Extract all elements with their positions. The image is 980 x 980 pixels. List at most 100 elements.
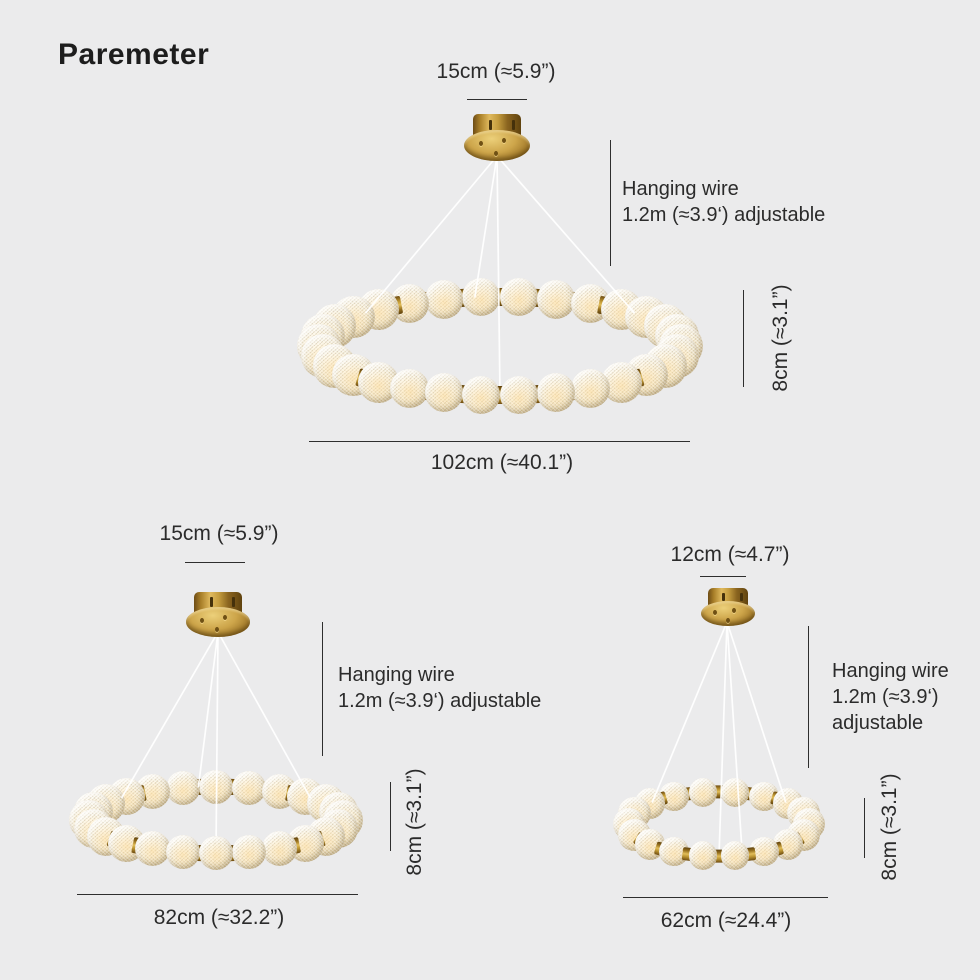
- canopy-width-tick-line: [700, 576, 746, 577]
- canopy-disc: [186, 607, 250, 637]
- gold-spacer: [417, 380, 435, 401]
- canopy: [464, 114, 530, 161]
- gold-spacer: [79, 806, 101, 826]
- gold-spacer: [597, 296, 616, 317]
- gold-spacer: [316, 349, 340, 373]
- crystal-ball: [643, 304, 688, 348]
- canopy-band: [194, 592, 242, 616]
- crystal-ball: [332, 296, 375, 339]
- gold-spacer: [681, 846, 695, 862]
- gold-spacer: [331, 806, 353, 826]
- hanging-wire-line1: Hanging wire: [832, 660, 949, 682]
- canopy-screw: [494, 150, 499, 156]
- crystal-ball: [389, 283, 430, 324]
- gold-spacer: [106, 830, 125, 850]
- gold-spacer: [621, 821, 639, 838]
- crystal-ball: [287, 778, 325, 816]
- gold-spacer: [308, 330, 332, 352]
- crystal-ball: [618, 818, 651, 852]
- crystal-ball: [199, 836, 233, 870]
- hanging-wire-line2: 1.2m (≈3.9‘): [832, 686, 939, 708]
- gold-spacer: [668, 330, 692, 352]
- crystal-ball: [199, 770, 233, 804]
- gold-spacer: [529, 384, 546, 404]
- canopy-slot: [210, 597, 214, 608]
- crystal-ball: [749, 781, 779, 811]
- suspension-wire: [197, 631, 219, 788]
- gold-spacer: [331, 814, 353, 834]
- suspension-wire: [726, 621, 787, 803]
- gold-spacer: [323, 822, 344, 843]
- gold-spacer: [332, 359, 354, 382]
- canopy-band: [472, 114, 522, 139]
- gold-spacer: [799, 810, 817, 827]
- hanging-wire-label: Hanging wire 1.2m (≈3.9‘) adjustable: [832, 658, 949, 736]
- crystal-ball: [358, 289, 400, 331]
- gold-spacer: [668, 340, 692, 362]
- crystal-ball: [570, 368, 611, 409]
- gold-spacer: [769, 840, 784, 857]
- canopy-disc: [701, 600, 755, 626]
- gold-spacer: [355, 302, 376, 324]
- canopy-width-tick-line: [185, 562, 245, 563]
- crystal-ball: [787, 796, 820, 830]
- suspension-wire: [651, 621, 728, 803]
- crystal-ball: [462, 278, 501, 317]
- crystal-ball: [787, 818, 820, 852]
- crystal-ball: [306, 817, 346, 856]
- canopy: [701, 588, 755, 626]
- crystal-ball: [332, 353, 375, 396]
- gold-spacer: [225, 844, 240, 861]
- gold-spacer: [159, 780, 175, 799]
- crystal-ball: [107, 778, 145, 816]
- crystal-ball: [312, 304, 357, 348]
- gold-spacer: [632, 831, 650, 849]
- hanging-wire-label: Hanging wire 1.2m (≈3.9‘) adjustable: [622, 176, 825, 228]
- gold-spacer: [355, 368, 376, 390]
- gold-spacer: [799, 821, 817, 838]
- canopy-screw: [732, 607, 737, 613]
- gold-spacer: [79, 814, 101, 834]
- gold-spacer: [130, 784, 147, 804]
- gold-spacer: [225, 778, 240, 796]
- gold-spacer: [323, 797, 344, 818]
- suspension-wire: [718, 621, 728, 857]
- canopy-screw: [502, 138, 507, 144]
- canopy-screw: [215, 627, 220, 633]
- gold-spacer: [621, 810, 639, 827]
- gold-spacer: [384, 375, 403, 396]
- crystal-ball: [86, 784, 126, 823]
- ring-height-line: [743, 290, 744, 387]
- crystal-ball: [536, 280, 576, 319]
- suspension-wire: [726, 621, 744, 855]
- gold-spacer: [308, 340, 332, 362]
- gold-spacer: [130, 836, 147, 856]
- gold-spacer: [624, 302, 645, 324]
- crystal-ball: [261, 830, 298, 867]
- gold-spacer: [307, 790, 326, 810]
- crystal-ball: [625, 296, 668, 339]
- gold-spacer: [285, 784, 302, 804]
- diameter-line: [309, 441, 690, 442]
- gold-spacer: [713, 785, 725, 799]
- canopy-slot: [232, 597, 236, 608]
- gold-spacer: [192, 844, 207, 861]
- diameter-line: [77, 894, 358, 895]
- crystal-ball: [323, 800, 363, 840]
- canopy-band: [708, 588, 748, 608]
- gold-spacer: [743, 846, 757, 862]
- gold-spacer: [332, 310, 354, 333]
- crystal-ball: [73, 808, 114, 849]
- gold-spacer: [646, 359, 668, 382]
- gold-spacer: [597, 375, 616, 396]
- gold-spacer: [632, 799, 650, 817]
- crystal-ball: [318, 808, 359, 849]
- canopy-disc: [464, 129, 530, 161]
- crystal-ball: [73, 791, 114, 832]
- crystal-ball: [600, 289, 642, 331]
